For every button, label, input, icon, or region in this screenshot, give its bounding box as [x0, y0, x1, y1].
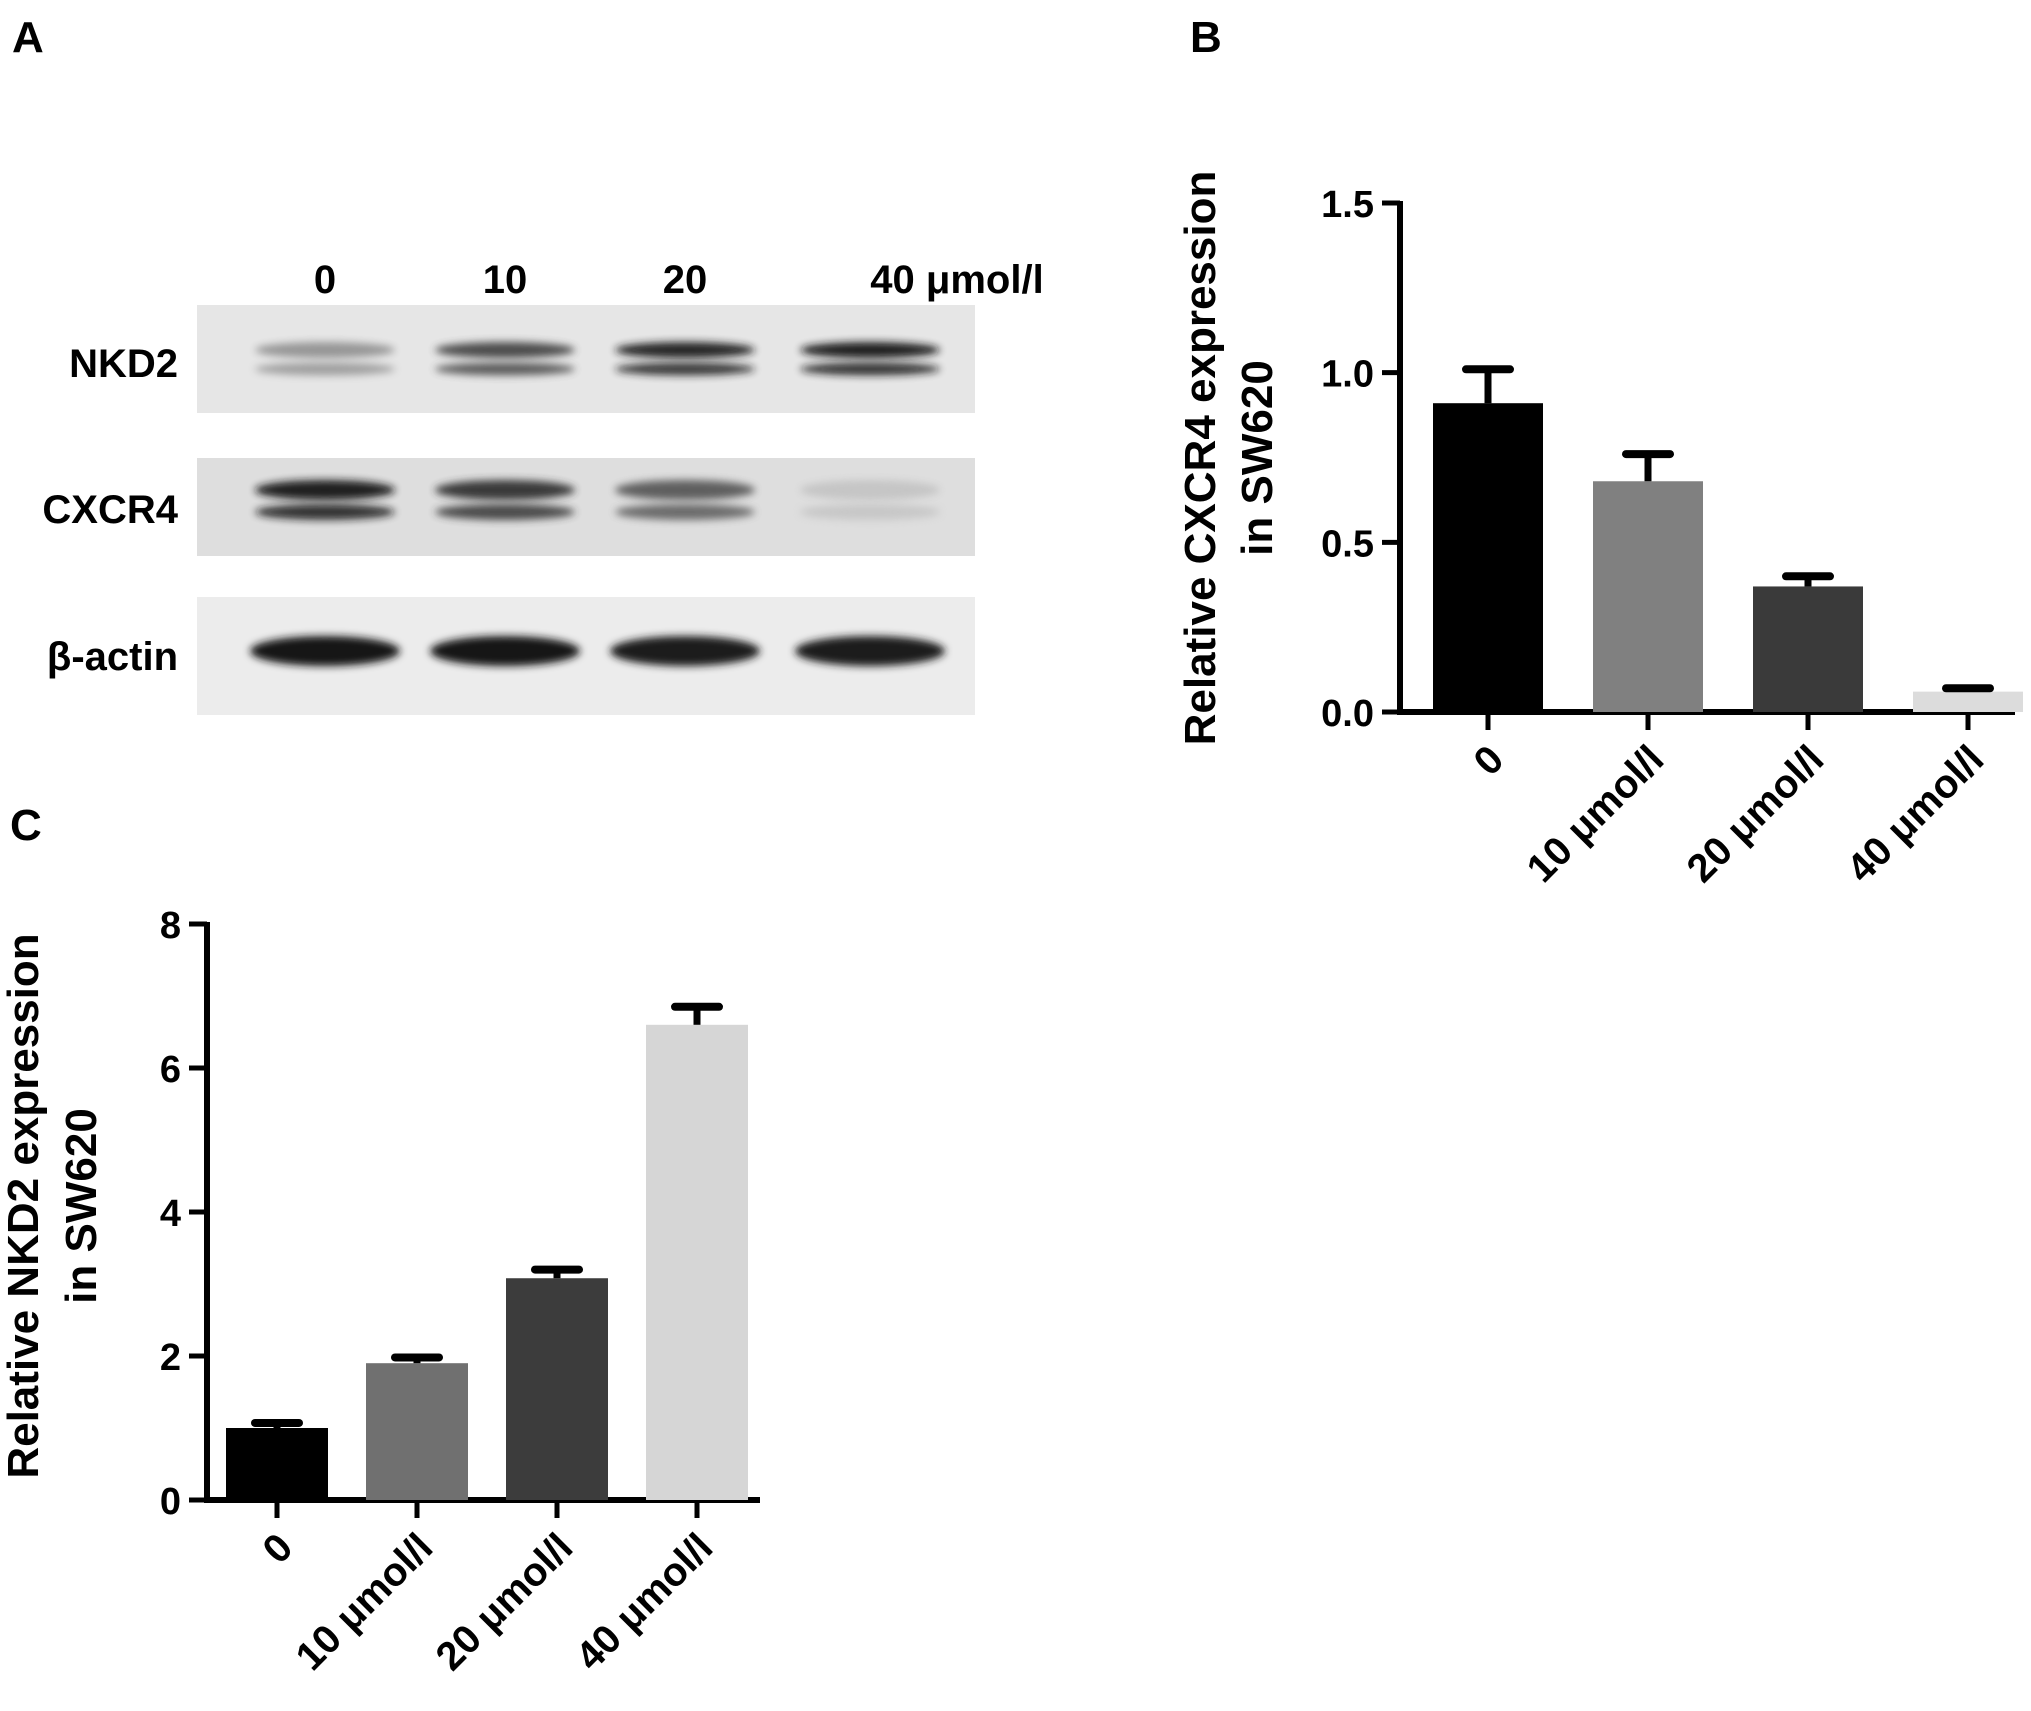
y-axis-label: in SW620	[1233, 360, 1282, 556]
y-tick-label: 0.5	[1321, 523, 1374, 565]
x-tick-label: 0	[255, 1525, 302, 1572]
bar	[1593, 481, 1703, 712]
blot-band	[800, 504, 940, 520]
blot-band	[435, 504, 575, 520]
blot-bands-cxcr4	[255, 480, 940, 520]
western-blot: 0 10 20 40 μmol/l NKD2 CXCR4 β-actin	[42, 258, 1044, 715]
lane-label: 40 μmol/l	[870, 258, 1043, 302]
x-tick-label: 20 μmol/l	[1679, 737, 1833, 891]
bar	[226, 1428, 328, 1500]
panel-label-b: B	[1190, 13, 1222, 62]
x-tick-label: 20 μmol/l	[428, 1525, 582, 1679]
blot-band	[800, 480, 940, 500]
blot-row-label: NKD2	[69, 342, 178, 386]
y-tick-label: 8	[160, 905, 181, 947]
bar	[1913, 691, 2023, 712]
y-tick-label: 6	[160, 1049, 181, 1091]
blot-band	[435, 480, 575, 500]
x-tick-label: 0	[1466, 737, 1513, 784]
blot-band	[615, 362, 755, 376]
y-axis-label: Relative CXCR4 expression	[1176, 171, 1225, 746]
blot-band	[795, 636, 945, 666]
blot-row-label: CXCR4	[42, 488, 178, 532]
panel-label-c: C	[10, 801, 42, 850]
bar	[506, 1278, 608, 1500]
x-tick-label: 40 μmol/l	[1839, 737, 1993, 891]
blot-band	[430, 636, 580, 666]
y-tick-label: 1.0	[1321, 354, 1374, 396]
blot-band	[800, 362, 940, 376]
bar	[1753, 586, 1863, 712]
blot-band	[615, 342, 755, 358]
blot-band	[250, 636, 400, 666]
blot-lane-labels: 0 10 20 40 μmol/l	[314, 258, 1044, 302]
y-tick-label: 1.5	[1321, 184, 1374, 226]
y-tick-label: 4	[160, 1193, 181, 1235]
bar	[366, 1363, 468, 1500]
y-axis-label: Relative NKD2 expression	[0, 933, 48, 1478]
x-tick-label: 10 μmol/l	[288, 1525, 442, 1679]
blot-band	[800, 342, 940, 358]
x-tick-label: 40 μmol/l	[568, 1525, 722, 1679]
blot-band	[255, 342, 395, 358]
blot-band	[435, 342, 575, 358]
y-tick-label: 0	[160, 1481, 181, 1523]
y-tick-label: 0.0	[1321, 693, 1374, 735]
blot-strip-nkd2	[197, 305, 975, 413]
x-tick-label: 10 μmol/l	[1519, 737, 1673, 891]
lane-label: 20	[663, 258, 708, 302]
y-tick-label: 2	[160, 1337, 181, 1379]
blot-band	[255, 504, 395, 520]
blot-row-label: β-actin	[47, 635, 178, 679]
blot-bands-beta-actin	[250, 636, 945, 666]
blot-band	[435, 362, 575, 376]
blot-bands-nkd2	[255, 342, 940, 376]
blot-band	[610, 636, 760, 666]
panel-label-a: A	[12, 13, 44, 62]
blot-band	[615, 480, 755, 500]
y-axis-label: in SW620	[57, 1108, 106, 1304]
bar	[646, 1024, 748, 1500]
lane-label: 10	[483, 258, 528, 302]
lane-label: 0	[314, 258, 336, 302]
chart-cxcr4: 0.0 0.5 1.0 1.5 Relative CXCR4 expression in …	[1176, 171, 2023, 891]
bar	[1433, 403, 1543, 712]
blot-band	[255, 362, 395, 376]
blot-band	[255, 480, 395, 500]
blot-band	[615, 504, 755, 520]
